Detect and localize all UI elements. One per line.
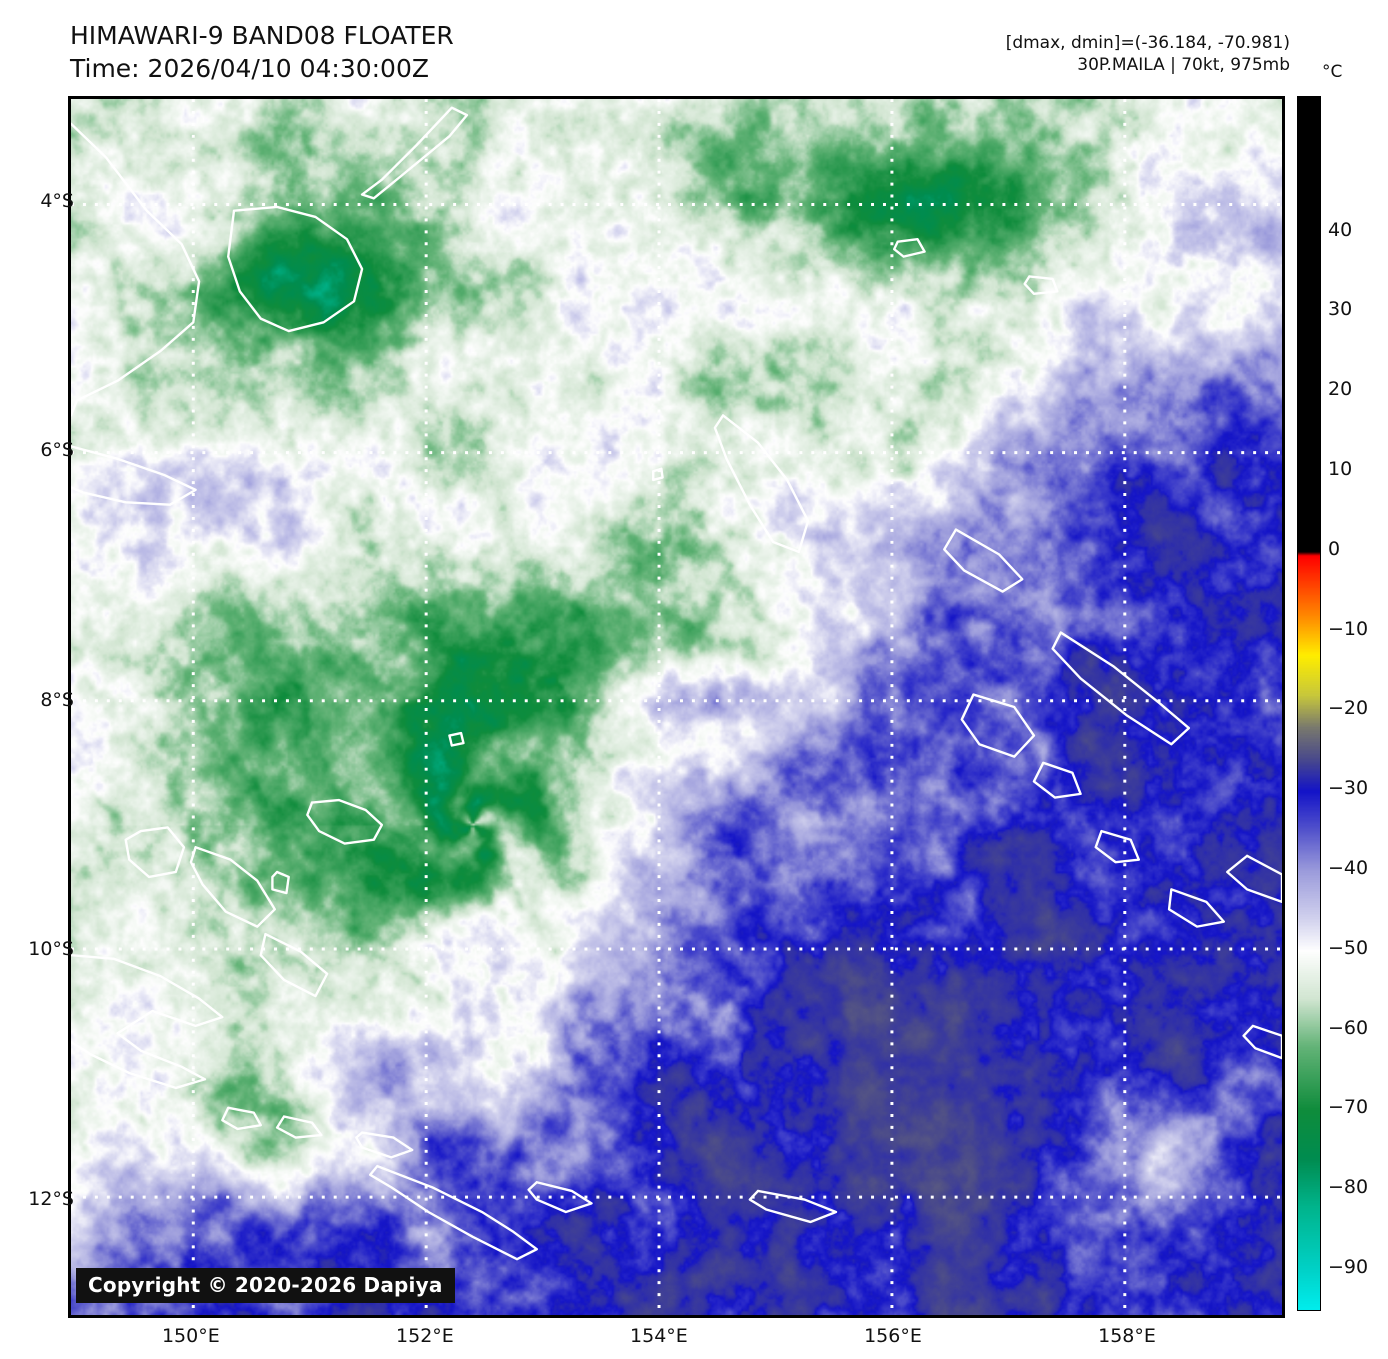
colorbar-tick-label: −40 (1328, 857, 1369, 880)
page-title: HIMAWARI-9 BAND08 FLOATER (70, 21, 454, 50)
coastline-path (259, 932, 329, 998)
colorbar-tick-label: −20 (1328, 697, 1369, 720)
coastline-path (71, 122, 201, 417)
coastline-path (360, 106, 469, 200)
coastline-path (1023, 275, 1059, 296)
colorbar-tick-label: 10 (1328, 458, 1353, 481)
colorbar-tick-label: −80 (1328, 1176, 1369, 1199)
coastline-path (1242, 1024, 1282, 1060)
coastline-path (1167, 888, 1225, 928)
y-tick-label: 12°S (28, 1187, 74, 1210)
x-tick-label: 154°E (630, 1325, 688, 1347)
coastline-path (71, 953, 224, 1090)
x-tick-label: 158°E (1098, 1325, 1156, 1347)
coastline-path (1032, 761, 1082, 799)
coastline-path (527, 1181, 593, 1214)
copyright-watermark: Copyright © 2020-2026 Dapiya (76, 1268, 455, 1303)
coastline-path (221, 1106, 262, 1131)
colorbar-unit-label: °C (1322, 62, 1343, 82)
y-tick-label: 8°S (40, 688, 74, 711)
brightness-temperature-raster (71, 99, 1282, 1315)
coastline-path (713, 414, 810, 554)
coastline-path (306, 798, 384, 845)
x-tick-label: 156°E (864, 1325, 922, 1347)
timestamp-label: Time: 2026/04/10 04:30:00Z (70, 53, 429, 83)
coastline-path (227, 205, 364, 333)
coastline-path (369, 1164, 538, 1261)
coastline-path (189, 846, 276, 928)
colorbar (1297, 96, 1321, 1311)
graticule-grid (71, 99, 1282, 1315)
coastline-path (124, 826, 186, 879)
coastline-path (943, 528, 1024, 593)
data-range-label: [dmax, dmin]=(-36.184, -70.981) (1005, 33, 1290, 53)
coastline-path (748, 1189, 838, 1224)
colorbar-gradient (1298, 97, 1320, 1310)
coastline-path (275, 1115, 323, 1139)
coastline-path (71, 445, 197, 506)
coastline-path (1094, 829, 1141, 864)
colorbar-tick-label: −10 (1328, 617, 1369, 640)
satellite-image-plot: Copyright © 2020-2026 Dapiya (68, 96, 1285, 1318)
colorbar-tick-label: −50 (1328, 936, 1369, 959)
storm-info-label: 30P.MAILA | 70kt, 975mb (1077, 54, 1290, 75)
colorbar-tick-label: 20 (1328, 378, 1353, 401)
header-right-block: [dmax, dmin]=(-36.184, -70.981) 30P.MAIL… (1006, 33, 1290, 77)
colorbar-tick-label: −30 (1328, 777, 1369, 800)
coastline-path (271, 870, 290, 895)
colorbar-tick-label: 0 (1328, 537, 1341, 560)
colorbar-tick-label: −70 (1328, 1096, 1369, 1119)
x-tick-label: 150°E (161, 1325, 220, 1347)
y-tick-label: 6°S (40, 439, 74, 462)
coastline-path (1226, 854, 1282, 904)
y-tick-label: 10°S (28, 938, 74, 961)
colorbar-tick-label: −90 (1328, 1256, 1369, 1279)
coastline-path (448, 731, 465, 747)
plot-inner (71, 99, 1282, 1315)
coastline-path (960, 693, 1036, 758)
colorbar-tick-label: 40 (1328, 218, 1353, 241)
x-tick-label: 152°E (396, 1325, 454, 1347)
coastline-path (1051, 631, 1191, 746)
colorbar-tick-label: −60 (1328, 1016, 1369, 1039)
coastline-path (355, 1131, 414, 1159)
y-tick-label: 4°S (40, 189, 74, 212)
coastline-path (893, 238, 926, 258)
coastline-overlay (71, 106, 1282, 1261)
colorbar-tick-label: 30 (1328, 298, 1353, 321)
header-left-block: HIMAWARI-9 BAND08 FLOATER Time: 2026/04/… (70, 20, 454, 85)
